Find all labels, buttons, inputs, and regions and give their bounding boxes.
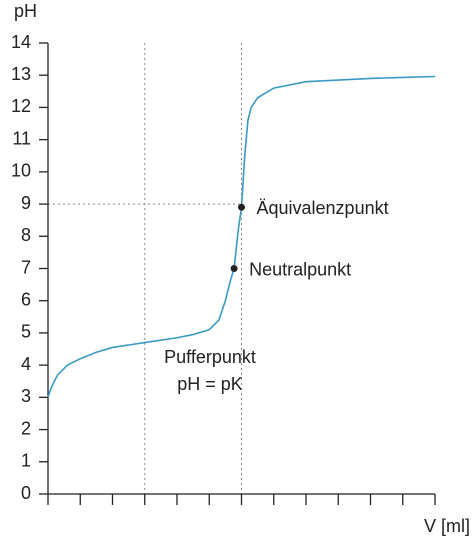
y-tick-label: 14 [11,32,31,52]
y-tick-label: 1 [21,451,31,471]
curve [47,75,436,398]
y-tick-label: 0 [21,483,31,503]
y-tick-label: 13 [11,64,31,84]
annotation: Pufferpunkt [164,347,256,367]
x-axis-label: V [ml] [424,516,470,536]
y-tick-label: 8 [21,225,31,245]
y-tick-label: 12 [11,96,31,116]
y-tick-label: 11 [12,128,31,148]
point-label: Äquivalenzpunkt [257,198,389,218]
point [230,265,238,272]
y-tick-label: 3 [21,386,31,406]
point-label: Neutralpunkt [249,259,351,279]
y-tick-label: 6 [21,289,31,309]
y-tick-label: 9 [21,193,31,213]
y-tick-label: 2 [21,418,31,438]
y-tick-label: 10 [11,161,31,181]
y-tick-label: 5 [21,322,31,342]
point [238,203,245,211]
y-tick-label: 4 [21,354,31,374]
annotation: pH = pK [177,374,243,394]
y-tick-label: 7 [21,257,31,277]
y-axis-label: pH [14,1,37,21]
